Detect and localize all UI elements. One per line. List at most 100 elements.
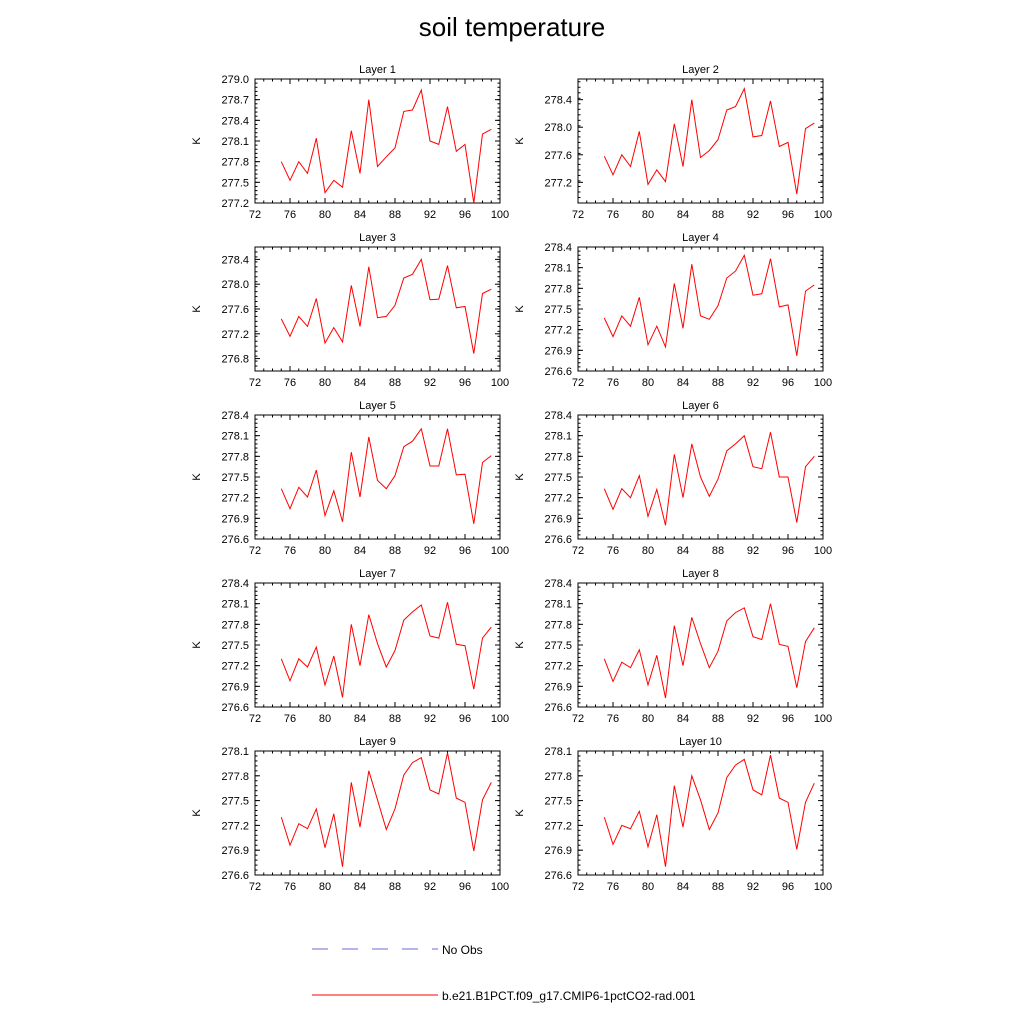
y-tick-label: 276.6 — [221, 534, 249, 546]
y-tick-label: 277.5 — [544, 304, 572, 316]
y-tick-label: 277.5 — [221, 177, 249, 189]
x-tick-label: 76 — [284, 881, 296, 893]
x-tick-label: 100 — [491, 881, 509, 893]
x-tick-label: 100 — [814, 881, 832, 893]
x-tick-label: 84 — [354, 209, 366, 221]
x-tick-label: 72 — [572, 377, 584, 389]
y-tick-label: 277.2 — [544, 493, 572, 505]
y-tick-label: 277.5 — [544, 472, 572, 484]
x-tick-label: 80 — [319, 881, 331, 893]
panel-title: Layer 10 — [679, 736, 722, 748]
y-tick-label: 278.4 — [221, 578, 249, 590]
y-axis-label: K — [191, 473, 203, 481]
y-tick-label: 276.6 — [221, 702, 249, 714]
panel-title: Layer 6 — [682, 400, 719, 412]
y-tick-label: 276.9 — [544, 681, 572, 693]
x-tick-label: 100 — [491, 377, 509, 389]
y-tick-label: 276.9 — [544, 513, 572, 525]
y-tick-label: 277.8 — [221, 771, 249, 783]
y-tick-label: 277.8 — [544, 283, 572, 295]
y-tick-label: 277.2 — [221, 198, 249, 210]
y-tick-label: 278.4 — [221, 410, 249, 422]
x-tick-label: 84 — [354, 713, 366, 725]
legend: No Obs b.e21.B1PCT.f09_g17.CMIP6-1pctCO2… — [312, 943, 696, 1003]
x-tick-label: 100 — [491, 209, 509, 221]
y-tick-label: 278.1 — [221, 136, 249, 148]
x-tick-label: 84 — [677, 881, 689, 893]
y-tick-label: 277.2 — [544, 820, 572, 832]
y-tick-label: 279.0 — [221, 74, 249, 86]
y-tick-label: 277.5 — [221, 472, 249, 484]
x-tick-label: 96 — [782, 545, 794, 557]
x-tick-label: 72 — [572, 881, 584, 893]
x-tick-label: 96 — [782, 713, 794, 725]
panel-title: Layer 9 — [359, 736, 396, 748]
x-tick-label: 88 — [389, 377, 401, 389]
y-axis-label: K — [514, 305, 526, 313]
series-line — [603, 253, 815, 356]
x-tick-label: 84 — [677, 377, 689, 389]
y-tick-label: 277.5 — [221, 796, 249, 808]
x-tick-label: 76 — [607, 881, 619, 893]
y-tick-label: 276.6 — [544, 702, 572, 714]
y-axis-label: K — [191, 641, 203, 649]
x-tick-label: 100 — [814, 713, 832, 725]
x-tick-label: 96 — [459, 881, 471, 893]
y-tick-label: 276.9 — [544, 345, 572, 357]
series-line — [603, 603, 815, 699]
y-tick-label: 276.9 — [221, 845, 249, 857]
x-tick-label: 72 — [572, 713, 584, 725]
x-tick-label: 72 — [572, 209, 584, 221]
x-tick-label: 100 — [814, 545, 832, 557]
x-tick-label: 88 — [712, 881, 724, 893]
x-tick-label: 92 — [424, 209, 436, 221]
x-tick-label: 84 — [354, 377, 366, 389]
x-tick-label: 92 — [747, 209, 759, 221]
x-tick-label: 76 — [607, 209, 619, 221]
plot-frame — [577, 750, 824, 876]
y-tick-label: 277.8 — [544, 451, 572, 463]
panel-title: Layer 8 — [682, 568, 719, 580]
x-tick-label: 88 — [389, 881, 401, 893]
y-tick-label: 277.8 — [544, 619, 572, 631]
y-axis-label: K — [514, 809, 526, 817]
x-tick-label: 92 — [747, 881, 759, 893]
y-tick-label: 277.2 — [221, 493, 249, 505]
x-tick-label: 100 — [491, 713, 509, 725]
x-tick-label: 100 — [491, 545, 509, 557]
x-tick-label: 76 — [607, 545, 619, 557]
y-tick-label: 276.9 — [544, 845, 572, 857]
y-axis-label: K — [191, 809, 203, 817]
x-tick-label: 76 — [607, 713, 619, 725]
x-tick-label: 92 — [747, 713, 759, 725]
x-tick-label: 80 — [642, 713, 654, 725]
y-tick-label: 278.1 — [544, 599, 572, 611]
y-tick-label: 277.2 — [544, 661, 572, 673]
panel-layer-9: Layer 9 K 72 76 80 84 88 92 96 100 276.6 276.9 277.2… — [191, 736, 509, 893]
x-tick-label: 80 — [642, 545, 654, 557]
x-tick-label: 84 — [677, 713, 689, 725]
x-tick-label: 80 — [319, 377, 331, 389]
y-tick-label: 278.4 — [221, 254, 249, 266]
y-tick-label: 277.6 — [221, 304, 249, 316]
x-tick-label: 88 — [389, 713, 401, 725]
x-tick-label: 84 — [354, 545, 366, 557]
y-tick-label: 277.8 — [221, 619, 249, 631]
x-tick-label: 88 — [389, 545, 401, 557]
panel-title: Layer 1 — [359, 64, 396, 76]
x-tick-label: 76 — [607, 377, 619, 389]
x-tick-label: 96 — [782, 377, 794, 389]
x-tick-label: 96 — [459, 713, 471, 725]
x-tick-label: 80 — [642, 881, 654, 893]
x-tick-label: 72 — [249, 209, 261, 221]
y-tick-label: 277.2 — [544, 325, 572, 337]
x-tick-label: 76 — [284, 713, 296, 725]
panel-layer-6: Layer 6 K 72 76 80 84 88 92 96 100 276.6 276.9 277.2… — [514, 400, 832, 557]
y-tick-label: 278.0 — [544, 122, 572, 134]
x-tick-label: 76 — [284, 209, 296, 221]
x-tick-label: 80 — [642, 209, 654, 221]
x-tick-label: 80 — [319, 713, 331, 725]
x-tick-label: 88 — [389, 209, 401, 221]
plot-frame — [577, 78, 824, 204]
